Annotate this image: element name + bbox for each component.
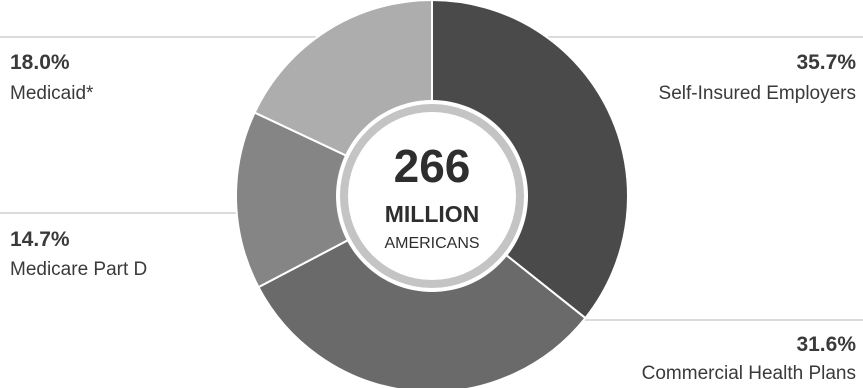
slice-label-medicare: Medicare Part D <box>10 259 147 280</box>
slice-label-self-insured: Self-Insured Employers <box>659 83 856 104</box>
center-ring <box>336 100 528 292</box>
center-line-million: MILLION <box>385 201 480 227</box>
center-value: 266 <box>394 140 471 192</box>
slice-percent-self-insured: 35.7% <box>796 51 856 74</box>
center-disc: 266 MILLION AMERICANS <box>336 100 528 292</box>
donut-slices <box>235 0 629 388</box>
slice-labels: 35.7% Self-Insured Employers 31.6% Comme… <box>10 51 856 384</box>
center-line-americans: AMERICANS <box>384 235 479 252</box>
slice-label-commercial: Commercial Health Plans <box>642 363 856 384</box>
slice-label-medicaid: Medicaid* <box>10 83 94 104</box>
slice-percent-medicaid: 18.0% <box>10 51 70 74</box>
slice-percent-medicare: 14.7% <box>10 228 70 251</box>
center-ring-outline <box>340 104 524 288</box>
slice-percent-commercial: 31.6% <box>796 333 856 356</box>
